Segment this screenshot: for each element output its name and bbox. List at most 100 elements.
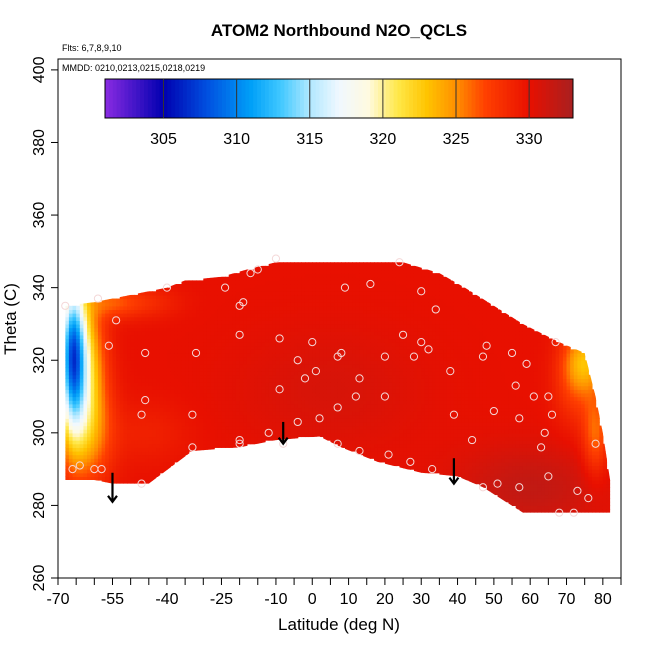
heatmap-cell xyxy=(134,302,139,307)
heatmap-cell xyxy=(355,356,361,361)
heatmap-cell xyxy=(246,320,252,325)
heatmap-cell xyxy=(94,465,99,470)
heatmap-cell xyxy=(279,371,284,376)
heatmap-cell xyxy=(250,360,255,365)
heatmap-cell xyxy=(406,276,411,281)
heatmap-cell xyxy=(366,378,371,383)
heatmap-cell xyxy=(304,313,310,318)
heatmap-cell xyxy=(83,331,88,336)
heatmap-cell xyxy=(130,298,135,303)
heatmap-cell xyxy=(344,360,350,365)
heatmap-cell xyxy=(196,305,201,311)
heatmap-cell xyxy=(363,345,368,350)
heatmap-cell xyxy=(392,461,397,467)
heatmap-cell xyxy=(366,309,371,314)
heatmap-cell xyxy=(381,436,386,441)
heatmap-cell xyxy=(76,432,81,438)
heatmap-cell xyxy=(72,443,77,448)
heatmap-cell xyxy=(239,309,244,314)
heatmap-cell xyxy=(301,382,306,387)
heatmap-cell xyxy=(137,418,143,423)
heatmap-cell xyxy=(177,418,183,423)
heatmap-cell xyxy=(228,291,233,296)
heatmap-cell xyxy=(272,284,277,289)
heatmap-cell xyxy=(159,447,164,452)
heatmap-cell xyxy=(337,294,342,300)
heatmap-cell xyxy=(268,334,273,340)
heatmap-cell xyxy=(112,411,117,416)
heatmap-cell xyxy=(377,414,382,419)
heatmap-cell xyxy=(388,342,393,347)
heatmap-cell xyxy=(330,367,335,372)
heatmap-cell xyxy=(214,378,219,383)
heatmap-cell xyxy=(94,450,99,456)
heatmap-cell xyxy=(250,374,255,379)
heatmap-cell xyxy=(341,392,346,398)
heatmap-cell xyxy=(384,276,390,281)
heatmap-cell xyxy=(421,418,426,423)
heatmap-cell xyxy=(286,421,292,427)
heatmap-cell xyxy=(406,425,411,430)
heatmap-cell xyxy=(210,327,215,332)
heatmap-cell xyxy=(112,309,117,314)
heatmap-cell xyxy=(90,400,95,405)
heatmap-cell xyxy=(235,276,241,281)
chart-title: ATOM2 Northbound N2O_QCLS xyxy=(211,21,467,40)
heatmap-cell xyxy=(294,338,299,343)
heatmap-cell xyxy=(116,342,121,347)
heatmap-cell xyxy=(363,392,368,398)
heatmap-cell xyxy=(265,269,270,274)
heatmap-cell xyxy=(210,298,215,303)
heatmap-cell xyxy=(294,320,299,325)
heatmap-cell xyxy=(265,338,270,343)
heatmap-cell xyxy=(348,418,353,423)
heatmap-cell xyxy=(225,389,230,394)
heatmap-cell xyxy=(239,363,244,369)
heatmap-cell xyxy=(225,291,230,296)
heatmap-cell xyxy=(94,458,99,463)
heatmap-cell xyxy=(156,309,161,314)
heatmap-cell xyxy=(112,396,117,401)
heatmap-cell xyxy=(254,363,259,369)
heatmap-cell xyxy=(355,331,361,336)
heatmap-cell xyxy=(388,294,393,300)
heatmap-cell xyxy=(304,396,310,401)
heatmap-cell xyxy=(377,262,382,267)
heatmap-cell xyxy=(65,432,70,438)
heatmap-cell xyxy=(261,280,266,285)
heatmap-cell xyxy=(319,269,324,274)
heatmap-cell xyxy=(105,392,110,398)
heatmap-cell xyxy=(392,276,397,281)
heatmap-cell xyxy=(359,421,364,427)
heatmap-cell xyxy=(283,305,288,311)
heatmap-cell xyxy=(181,440,186,445)
heatmap-cell xyxy=(221,302,226,307)
heatmap-cell xyxy=(181,429,186,434)
heatmap-cell xyxy=(297,294,302,300)
heatmap-cell xyxy=(159,400,164,405)
heatmap-cell xyxy=(344,371,350,376)
heatmap-cell xyxy=(297,429,302,434)
heatmap-cell xyxy=(344,389,350,394)
heatmap-cell xyxy=(134,298,139,303)
heatmap-cell xyxy=(275,280,281,285)
heatmap-cell xyxy=(134,465,139,470)
heatmap-cell xyxy=(101,403,106,409)
heatmap-cell xyxy=(312,334,317,340)
heatmap-cell xyxy=(341,284,346,289)
heatmap-cell xyxy=(152,338,157,343)
heatmap-cell xyxy=(250,392,255,398)
heatmap-cell xyxy=(265,298,270,303)
heatmap-cell xyxy=(185,421,190,427)
heatmap-cell xyxy=(116,472,121,477)
heatmap-cell xyxy=(97,327,103,332)
heatmap-cell xyxy=(239,345,244,350)
heatmap-cell xyxy=(225,280,230,285)
heatmap-cell xyxy=(68,436,74,441)
heatmap-cell xyxy=(319,400,324,405)
heatmap-cell xyxy=(254,374,259,379)
heatmap-cell xyxy=(366,371,371,376)
heatmap-cell xyxy=(68,429,74,434)
heatmap-cell xyxy=(294,280,299,285)
heatmap-cell xyxy=(177,378,183,383)
